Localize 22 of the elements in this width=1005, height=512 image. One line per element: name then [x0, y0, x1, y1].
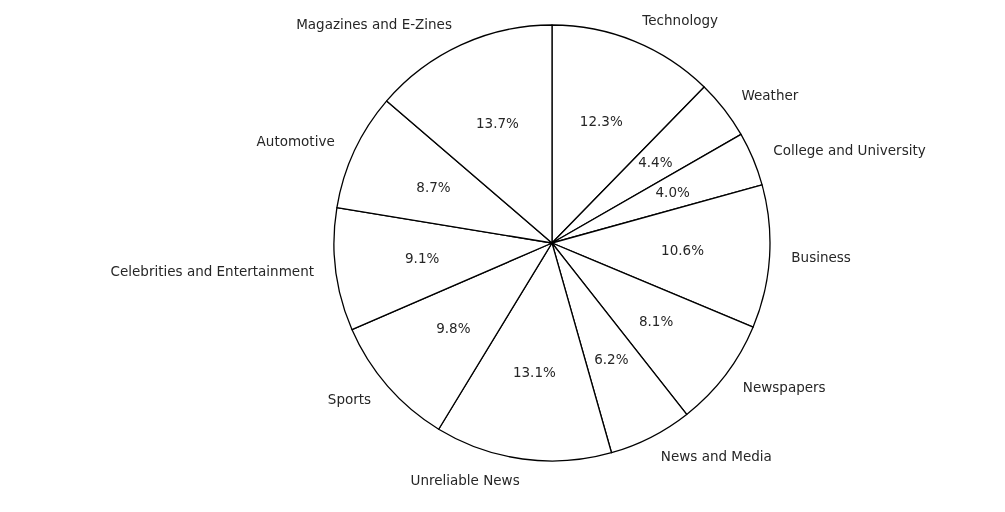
- slice-label: Automotive: [256, 132, 335, 149]
- slice-label: Business: [791, 249, 851, 266]
- slice-label: Weather: [741, 87, 799, 104]
- slice-label: College and University: [773, 141, 926, 158]
- data-label: 9.8%: [436, 319, 471, 336]
- data-label: 9.1%: [405, 249, 440, 266]
- slice-label: News and Media: [660, 447, 772, 464]
- data-label: 12.3%: [579, 112, 623, 129]
- data-label: 8.7%: [416, 178, 451, 195]
- slice-label: Newspapers: [742, 379, 826, 396]
- data-label: 8.1%: [638, 313, 674, 330]
- data-label: 13.7%: [475, 115, 520, 132]
- slice-label: Sports: [327, 391, 372, 408]
- data-label: 10.6%: [661, 242, 705, 259]
- data-label: 13.1%: [512, 363, 556, 380]
- slice-label: Celebrities and Entertainment: [110, 263, 314, 280]
- data-label: 6.2%: [594, 350, 629, 367]
- slice-label: Technology: [641, 11, 719, 28]
- slice-label: Magazines and E-Zines: [296, 16, 452, 33]
- data-label: 4.4%: [638, 153, 673, 170]
- slice-label: Unreliable News: [410, 471, 520, 488]
- data-label: 4.0%: [655, 183, 690, 200]
